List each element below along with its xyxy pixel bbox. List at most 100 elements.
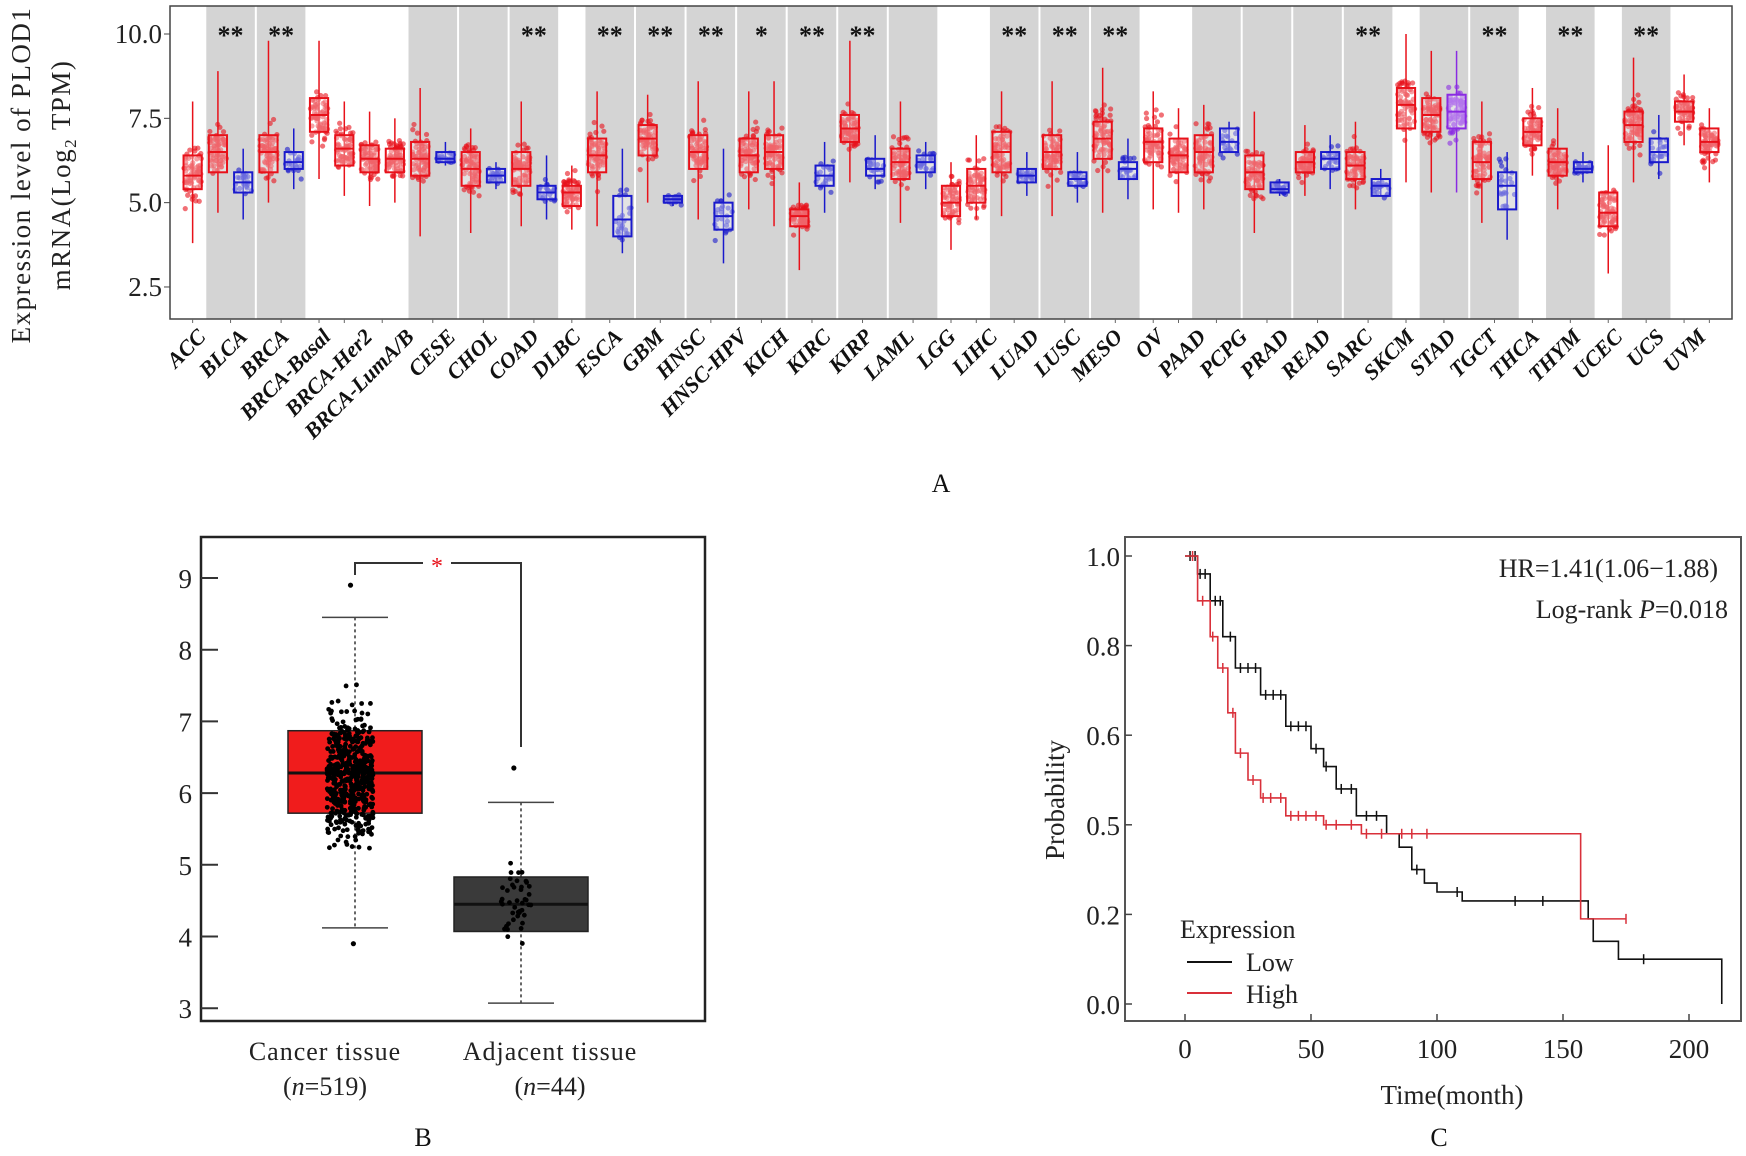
jitter-point xyxy=(566,177,572,183)
jitter-point xyxy=(1143,115,1150,122)
jitter-point xyxy=(337,819,343,825)
jitter-point xyxy=(362,757,368,763)
jitter-point xyxy=(470,189,477,195)
jitter-point xyxy=(329,716,335,722)
jitter-point xyxy=(500,901,505,907)
significance-mark: ** xyxy=(1481,21,1507,50)
jitter-point xyxy=(334,721,340,727)
jitter-point xyxy=(369,767,375,773)
jitter-point xyxy=(192,193,199,199)
significance-mark: ** xyxy=(647,21,673,50)
jitter-point xyxy=(1447,140,1453,146)
jitter-point xyxy=(332,842,337,848)
jitter-point xyxy=(1432,137,1438,143)
box-normal xyxy=(1269,181,1290,194)
outlier-point xyxy=(511,765,517,771)
hazard-ratio-text: HR=1.41(1.06−1.88) xyxy=(1499,554,1718,583)
y-title-text-end: TPM) xyxy=(46,60,76,138)
panel-b-y-axis: 3 4 5 6 7 8 9 xyxy=(179,564,218,1024)
jitter-point xyxy=(368,754,374,760)
jitter-point xyxy=(360,775,366,781)
sample-size-label: (n=519) xyxy=(283,1072,367,1101)
significance-mark: ** xyxy=(1355,21,1381,50)
box-normal xyxy=(1320,151,1341,170)
jitter-point xyxy=(799,217,805,223)
jitter-point xyxy=(329,708,334,714)
jitter-point xyxy=(1045,183,1051,189)
significance-mark: ** xyxy=(850,21,876,50)
jitter-point xyxy=(793,210,800,217)
jitter-point xyxy=(638,149,644,155)
jitter-point xyxy=(421,153,428,159)
jitter-point xyxy=(1636,99,1642,105)
jitter-point xyxy=(360,751,365,757)
jitter-point xyxy=(575,179,582,186)
box-normal xyxy=(915,154,936,174)
jitter-point xyxy=(414,130,420,136)
box-tumor xyxy=(1623,110,1644,143)
panel-label-a: A xyxy=(932,469,951,498)
jitter-point xyxy=(343,791,349,797)
jitter-point xyxy=(1220,155,1226,161)
jitter-point xyxy=(564,170,571,177)
jitter-point xyxy=(1449,130,1455,136)
jitter-point xyxy=(1058,169,1064,175)
n-open: ( xyxy=(283,1072,292,1101)
jitter-point xyxy=(522,896,528,902)
jitter-point xyxy=(461,145,468,152)
jitter-point xyxy=(322,120,328,127)
box-tumor xyxy=(1598,191,1619,228)
panel-a-tumor-normal-boxplot: 10.0 7.5 5.0 2.5 ACCBLCABRCABRCA-BasalBRCA-… xyxy=(6,5,1733,498)
box-tumor xyxy=(207,134,229,174)
logrank-p-value: =0.018 xyxy=(1655,595,1728,624)
jitter-point xyxy=(510,917,516,923)
jitter-point xyxy=(420,146,427,152)
jitter-point xyxy=(1626,145,1632,151)
jitter-point xyxy=(599,123,605,129)
jitter-point xyxy=(1105,168,1111,174)
x-tick-label: Cancer tissue xyxy=(249,1037,401,1066)
n-value: =519) xyxy=(305,1072,367,1101)
jitter-point xyxy=(410,127,416,133)
panel-b-frame xyxy=(199,535,707,1023)
jitter-point xyxy=(622,227,629,233)
jitter-point xyxy=(779,125,785,131)
jitter-point xyxy=(211,163,217,169)
y-tick-label: 7 xyxy=(179,707,193,737)
jitter-point xyxy=(361,728,367,734)
jitter-point xyxy=(853,142,859,148)
jitter-point xyxy=(326,815,332,821)
jitter-point xyxy=(647,111,653,118)
jitter-point xyxy=(712,237,718,244)
jitter-point xyxy=(325,778,330,783)
jitter-point xyxy=(314,89,320,95)
jitter-point xyxy=(194,156,200,162)
jitter-point xyxy=(356,805,361,811)
y-tick-label: 2.5 xyxy=(128,272,162,302)
jitter-point xyxy=(1167,131,1173,137)
jitter-point xyxy=(325,826,331,832)
jitter-point xyxy=(1400,80,1406,86)
jitter-point xyxy=(336,158,342,164)
jitter-point xyxy=(1446,84,1452,90)
jitter-point xyxy=(749,142,755,148)
box-normal xyxy=(1572,161,1594,174)
jitter-point xyxy=(714,216,720,222)
jitter-point xyxy=(830,158,836,164)
jitter-point xyxy=(1003,173,1009,180)
jitter-point xyxy=(1473,182,1479,189)
jitter-point xyxy=(701,138,707,144)
jitter-point xyxy=(359,811,365,817)
jitter-point xyxy=(981,156,987,162)
jitter-point xyxy=(1153,107,1159,113)
jitter-point xyxy=(473,179,479,185)
jitter-point xyxy=(725,205,731,211)
jitter-point xyxy=(1529,103,1535,109)
jitter-point xyxy=(295,157,301,163)
jitter-point xyxy=(332,826,338,832)
jitter-point xyxy=(333,762,339,768)
jitter-point xyxy=(356,820,362,826)
jitter-point xyxy=(505,934,511,940)
jitter-point xyxy=(976,158,982,164)
